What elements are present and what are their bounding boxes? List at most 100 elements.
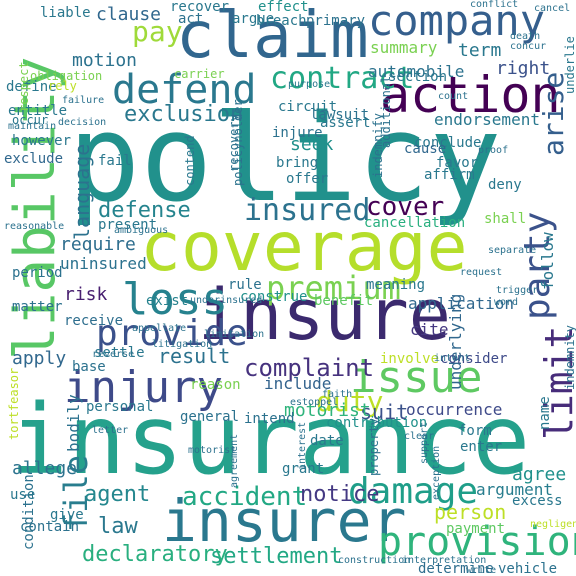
- word-proof: proof: [478, 145, 509, 156]
- word-involve: involve: [380, 351, 440, 367]
- word-policy: policy: [68, 90, 502, 229]
- word-trigger: trigger: [496, 285, 539, 296]
- word-additional: additional: [379, 75, 393, 148]
- word-negligence: negligence: [530, 519, 576, 530]
- word-duty: duty: [316, 385, 384, 418]
- word-company: company: [368, 0, 546, 45]
- word-cancellation: cancellation: [364, 215, 466, 231]
- word-interpretation: interpretation: [402, 555, 487, 566]
- word-occurrence: occurrence: [406, 400, 503, 419]
- word-matter: matter: [12, 299, 63, 315]
- word-concur: concur: [510, 41, 547, 52]
- word-pay: pay: [132, 15, 183, 48]
- word-property: property: [367, 418, 381, 476]
- word-provision: provision: [378, 519, 576, 565]
- word-agreement: agreement: [229, 433, 240, 488]
- word-conflict: conflict: [470, 0, 519, 10]
- word-estoppel: estoppel: [290, 397, 339, 408]
- word-underinsured: underinsured: [190, 295, 263, 306]
- word-rule: rule: [228, 277, 262, 293]
- word-policyholder: policyholder: [231, 99, 245, 186]
- word-insured: insured: [244, 193, 371, 228]
- word-benefit: benefit: [314, 293, 374, 309]
- word-use: use: [10, 487, 36, 503]
- word-follow: follow: [538, 232, 557, 290]
- word-include: include: [264, 374, 332, 393]
- word-reasonable: reasonable: [4, 221, 65, 232]
- word-complaint: complaint: [244, 354, 375, 382]
- word-right: right: [496, 58, 551, 79]
- word-injure: injure: [272, 125, 323, 141]
- word-affirm: affirm: [424, 167, 475, 183]
- word-agree: agree: [512, 464, 567, 485]
- word-contract: contract: [270, 61, 415, 96]
- word-personal: personal: [86, 399, 154, 415]
- word-respect: respect: [17, 61, 31, 112]
- word-risk: risk: [64, 284, 108, 305]
- word-liable: liable: [40, 5, 91, 21]
- word-bodily: bodily: [64, 394, 83, 452]
- word-exclusion: exclusion: [124, 102, 244, 127]
- word-injury: injury: [64, 362, 223, 413]
- word-deny: deny: [488, 177, 522, 193]
- word-require: require: [60, 234, 136, 255]
- word-payment: payment: [446, 521, 506, 537]
- word-reverse: reverse: [92, 349, 135, 360]
- word-excess: excess: [512, 493, 563, 509]
- word-interest: interest: [297, 421, 308, 470]
- word-breach: breach: [256, 13, 307, 29]
- word-fail: fail: [98, 153, 132, 169]
- word-word: word: [494, 297, 519, 308]
- word-date: date: [310, 433, 344, 449]
- word-automobile: automobile: [368, 62, 465, 81]
- word-name: name: [537, 396, 553, 430]
- word-failure: failure: [62, 95, 105, 106]
- word-assert: assert: [320, 115, 371, 131]
- word-letter: letter: [92, 425, 129, 436]
- word-count: count: [438, 91, 469, 102]
- word-action: action: [380, 66, 561, 124]
- word-application: application: [408, 294, 514, 313]
- word-circuit: circuit: [278, 99, 338, 115]
- word-grant: grant: [282, 461, 325, 477]
- word-uninsured: uninsured: [60, 254, 147, 273]
- word-insurance: insurance: [10, 384, 531, 496]
- word-support: support: [419, 421, 430, 464]
- word-defense: defense: [98, 198, 191, 223]
- word-decision: decision: [58, 117, 107, 128]
- word-conclude: conclude: [414, 135, 482, 151]
- word-maintain: maintain: [8, 121, 57, 132]
- word-argument: argument: [476, 480, 554, 499]
- word-motorist: motorist: [284, 400, 371, 421]
- word-cover: cover: [366, 192, 445, 222]
- word-effect: effect: [258, 0, 309, 15]
- word-carrier: carrier: [174, 67, 225, 81]
- word-offer: offer: [286, 171, 329, 187]
- word-notice: notice: [300, 482, 380, 507]
- word-base: base: [72, 359, 106, 375]
- word-period: period: [12, 265, 63, 281]
- word-litigation: litigation: [152, 339, 213, 350]
- word-language: language: [70, 143, 94, 240]
- word-form: form: [458, 423, 492, 439]
- word-contend: contend: [183, 135, 197, 186]
- word-motion: motion: [72, 50, 138, 71]
- word-define: define: [6, 79, 57, 95]
- word-law: law: [98, 514, 138, 539]
- word-meaning: meaning: [366, 277, 426, 293]
- word-faith: faith: [322, 389, 353, 400]
- word-intend: intend: [244, 411, 295, 427]
- word-enter: enter: [460, 439, 503, 455]
- word-premium: premium: [266, 269, 401, 307]
- word-cause: cause: [404, 141, 447, 157]
- word-intent: intent: [434, 353, 471, 364]
- word-agent: agent: [84, 482, 151, 507]
- word-rely: rely: [48, 79, 77, 93]
- word-death: death: [510, 31, 541, 42]
- word-lawsuit: lawsuit: [310, 107, 370, 123]
- word-favor: favor: [436, 155, 479, 171]
- word-shall: shall: [484, 211, 527, 227]
- word-term: term: [458, 40, 502, 61]
- word-exception: exception: [431, 445, 442, 500]
